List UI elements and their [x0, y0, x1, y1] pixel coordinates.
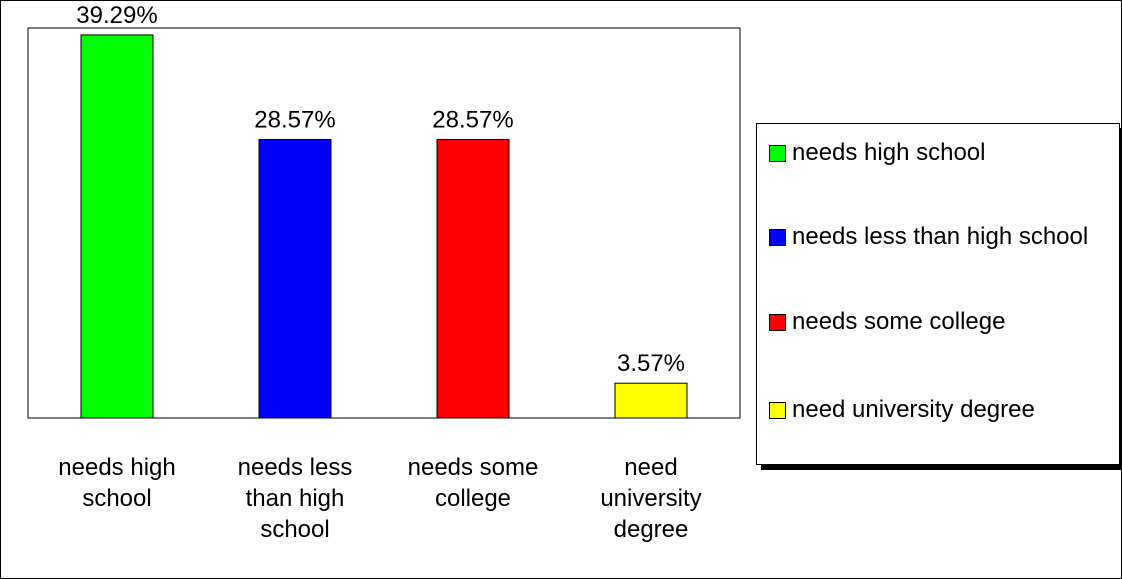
legend-item-needs-high-school: needs high school	[769, 137, 1122, 169]
data-label-need-university-degree: 3.57%	[617, 350, 685, 377]
bar-needs-some-college	[436, 138, 510, 419]
legend: needs high school needs less than high s…	[756, 123, 1120, 465]
x-tick-label-needs-some-college: needs some college	[407, 454, 539, 512]
legend-label-needs-high-school: needs high school	[792, 139, 986, 166]
data-label-needs-less-than-high-school: 28.57%	[254, 106, 335, 133]
legend-label-needs-some-college: needs some college	[792, 308, 1006, 335]
x-tick-label-need-university-degree: need university degree	[600, 454, 702, 543]
legend-label-need-university-degree: need university degree	[792, 396, 1035, 423]
bar-needs-high-school	[80, 34, 154, 419]
x-tick-label-needs-less-than-high-school: needs less than high school	[237, 454, 353, 543]
bar-need-university-degree	[614, 382, 688, 419]
legend-swatch-needs-high-school	[769, 145, 786, 162]
data-label-needs-some-college: 28.57%	[432, 106, 513, 133]
x-tick-label-needs-high-school: needs high school	[58, 454, 176, 512]
data-label-needs-high-school: 39.29%	[76, 2, 157, 29]
legend-item-need-university-degree: need university degree	[769, 394, 1122, 426]
plot-area-border	[27, 27, 741, 419]
legend-item-needs-less-than-high-school: needs less than high school	[769, 221, 1122, 253]
legend-swatch-need-university-degree	[769, 402, 786, 419]
legend-swatch-needs-less-than-high-school	[769, 229, 786, 246]
legend-swatch-needs-some-college	[769, 314, 786, 331]
legend-label-needs-less-than-high-school: needs less than high school	[792, 223, 1089, 250]
bar-needs-less-than-high-school	[258, 138, 332, 419]
legend-item-needs-some-college: needs some college	[769, 306, 1122, 338]
